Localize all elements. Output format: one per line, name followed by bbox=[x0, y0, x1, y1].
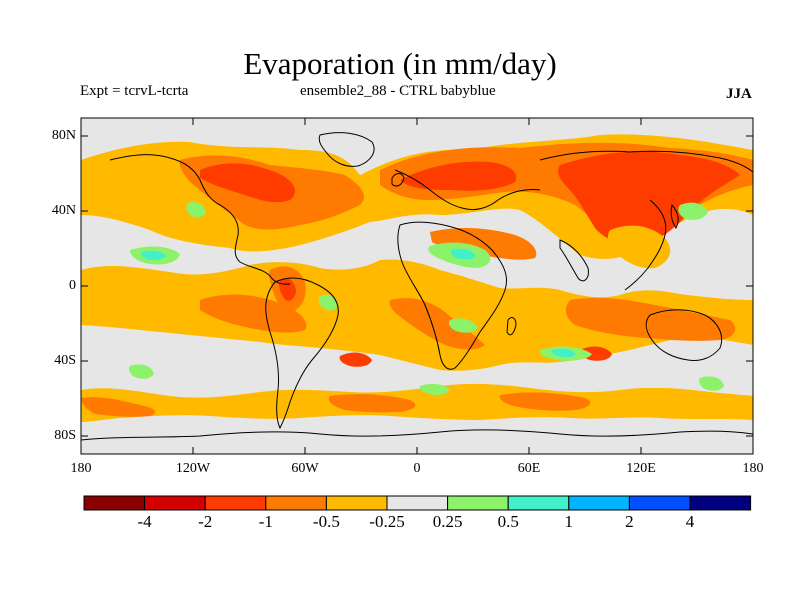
contour-light-green bbox=[186, 202, 206, 218]
lat-label: 40N bbox=[51, 203, 76, 218]
coast-uk bbox=[391, 173, 405, 187]
contour-light-green bbox=[129, 364, 154, 379]
lon-ticks bbox=[192, 118, 642, 454]
colorbar-swatch bbox=[325, 495, 388, 511]
coast-greenland bbox=[318, 132, 375, 167]
contour-dark-orange bbox=[81, 397, 156, 417]
contour-dark-orange bbox=[328, 394, 416, 413]
lat-label: 40S bbox=[54, 353, 76, 368]
contour-dark-orange bbox=[499, 392, 591, 411]
lon-label: 180 bbox=[70, 461, 92, 476]
coast-south-america bbox=[265, 277, 339, 430]
colorbar-label: 0.5 bbox=[497, 512, 519, 531]
evaporation-field bbox=[81, 118, 753, 454]
lon-label: 120E bbox=[626, 461, 656, 476]
coast-australia bbox=[645, 309, 723, 361]
contour-red bbox=[200, 163, 295, 203]
coast-europe bbox=[394, 169, 541, 211]
map-title: Evaporation (in mm/day) bbox=[243, 46, 557, 81]
colorbar-label: -0.25 bbox=[369, 512, 405, 531]
season-label: JJA bbox=[726, 86, 752, 102]
ensemble-subtitle: ensemble2_88 - CTRL babyblue bbox=[300, 83, 496, 99]
lon-label: 60E bbox=[517, 461, 541, 476]
colorbar-label: -2 bbox=[198, 512, 213, 531]
colorbar-label: -1 bbox=[258, 512, 273, 531]
colorbar-swatch bbox=[689, 495, 752, 511]
lon-label: 180 bbox=[742, 461, 764, 476]
contour-light-green bbox=[678, 202, 708, 220]
lat-label: 80S bbox=[54, 428, 76, 443]
lat-label: 0 bbox=[69, 278, 76, 293]
contour-dark-orange bbox=[389, 298, 485, 350]
contour-light-green bbox=[318, 294, 338, 311]
lon-label: 120W bbox=[175, 461, 211, 476]
colorbar-swatch bbox=[83, 495, 146, 511]
coast-japan bbox=[670, 203, 679, 229]
colorbar-label: -0.5 bbox=[312, 512, 340, 531]
contour-light-green bbox=[419, 383, 450, 395]
coast-madagascar bbox=[506, 317, 517, 336]
colorbar bbox=[83, 495, 752, 511]
colorbar-swatch bbox=[265, 495, 327, 511]
contour-red bbox=[339, 352, 372, 367]
contour-cyan bbox=[141, 250, 166, 260]
contour-light-green bbox=[699, 376, 724, 391]
coastlines bbox=[81, 132, 753, 441]
contour-red bbox=[557, 151, 740, 246]
colorbar-label: -4 bbox=[137, 512, 152, 531]
colorbar-swatch bbox=[507, 495, 570, 511]
coast-africa bbox=[397, 221, 507, 370]
contour-red bbox=[400, 161, 517, 191]
colorbar-label: 1 bbox=[564, 512, 574, 531]
contour-dark-orange bbox=[200, 294, 307, 333]
colorbar-swatch bbox=[144, 495, 206, 511]
lon-label: 60W bbox=[291, 461, 319, 476]
colorbar-label: 2 bbox=[625, 512, 634, 531]
experiment-label: Expt = tcrvL-tcrta bbox=[80, 83, 189, 99]
colorbar-swatch bbox=[568, 495, 630, 511]
contour-cyan bbox=[451, 248, 476, 260]
colorbar-swatch bbox=[204, 495, 267, 511]
coast-india bbox=[559, 239, 589, 282]
colorbar-swatch bbox=[628, 495, 691, 511]
coast-antarctica bbox=[81, 429, 753, 441]
lat-label: 80N bbox=[51, 128, 76, 143]
lat-ticks bbox=[81, 135, 753, 437]
contour-cyan bbox=[551, 348, 576, 358]
colorbar-swatch bbox=[447, 495, 509, 511]
contour-light-green bbox=[449, 318, 478, 333]
coast-north-america bbox=[109, 154, 291, 285]
colorbar-label: 4 bbox=[685, 512, 695, 531]
contour-orange bbox=[81, 383, 753, 422]
lon-label: 0 bbox=[413, 461, 421, 476]
contour-dark-orange bbox=[565, 297, 736, 341]
colorbar-label: 0.25 bbox=[432, 512, 463, 531]
colorbar-swatch bbox=[386, 495, 449, 511]
contour-dark-orange bbox=[430, 228, 537, 260]
coast-asia bbox=[539, 150, 753, 291]
